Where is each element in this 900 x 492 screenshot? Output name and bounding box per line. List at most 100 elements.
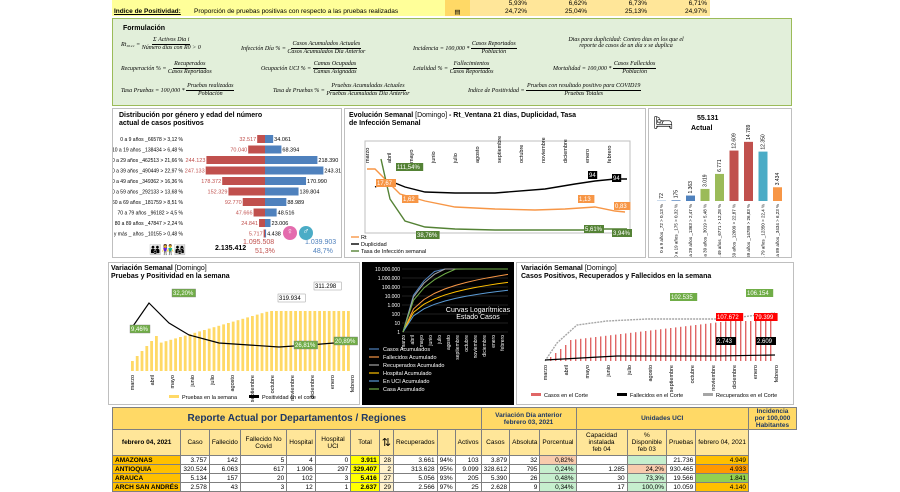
data-label: 20,89% [335,339,356,345]
table-cell: 157 [209,474,240,483]
uci-col-title: Unidades UCI [576,408,749,430]
col-header: Fallecido [209,430,240,456]
female-bar [222,177,265,185]
col-header: Hospital [287,430,315,456]
cases-bar [625,333,626,361]
month-label: agosto [230,375,236,392]
male-bar [265,188,299,196]
age-label: 50 a 59 años _292133 > 13,68 % [113,190,184,196]
age-label: 20 a 29 años _462513 > 21,66 % [113,158,184,164]
cases-bar [710,323,711,361]
test-bar [232,322,235,371]
test-bar [280,311,283,371]
positivity-line [131,303,349,347]
log-tick: 1.000.000 [378,276,400,282]
indicator-value: 5,93% [470,0,530,8]
female-value: 47.666 [236,211,253,217]
cases-bar [550,357,551,361]
male-value: 34.061 [274,137,291,143]
log-tick: 1.000 [387,303,400,309]
male-pct: 48,7% [313,248,333,255]
male-bar [265,167,323,175]
table-cell: 5.134 [181,474,210,483]
tests-chart: 32,20%9,46%319.934311.29826,81%20,89%mar… [109,263,359,404]
table-cell: 4 [287,456,315,465]
dept-name[interactable]: AMAZONAS [113,456,181,465]
table-cell: 9.099 [455,465,481,474]
test-bar [189,334,192,371]
table-cell: 100,0% [627,483,666,492]
month-label: enero [753,365,759,379]
female-value: 24.841 [241,221,258,227]
test-bar [150,341,153,371]
uci-bar-value: 6.771 [717,159,723,172]
month-label: septiembre [250,375,256,402]
table-cell: 329.407 [351,465,380,474]
legend-label: Casos Acumulados [383,347,430,353]
dept-name[interactable]: ANTIOQUIA [113,465,181,474]
data-label: 26,81% [295,343,316,349]
formula-infection: Infección Día % = Casos Acumulados Actua… [241,41,365,56]
table-cell: 0,34% [540,483,576,492]
male-value: 139.804 [300,190,320,196]
month-label: julio [453,153,459,164]
test-bar [275,311,278,371]
table-cell: 3.661 [393,456,437,465]
month-label: octubre [519,145,525,163]
month-label: febrero [500,335,506,351]
uci-age-label: 20 a 29 años _1363 > 2,47 % [688,204,693,257]
male-bar [265,156,317,164]
table-cell: 3 [240,483,286,492]
data-label: 311.298 [315,284,337,290]
dept-name[interactable]: ARCH SAN ANDRÉS [113,483,181,492]
table-cell: 29 [379,483,393,492]
male-bar [265,230,266,238]
data-label: 319.934 [279,296,301,302]
male-value: 218.390 [318,158,338,164]
month-label: mayo [419,335,425,347]
legend-label: Pruebas en la semana [182,395,238,401]
table-cell: 3.757 [181,456,210,465]
legend-label: Recuperados en el Corte [716,393,777,399]
female-bar [254,209,265,217]
test-bar [136,356,139,371]
test-bar [208,329,211,371]
age-label: 80 a 89 años _47847 > 2,24 % [115,221,184,227]
legend-label: Fallecidos en el Corte [630,393,683,399]
legend-label: Hospital Acumulado [383,371,432,377]
uci-bar [730,151,739,201]
table-cell: 19.566 [667,474,696,483]
table-cell: 103 [455,456,481,465]
data-label: 106.154 [747,291,769,297]
month-label: mayo [409,150,415,163]
people-icon: 👪👫👨‍👩‍👧 [149,245,186,256]
test-bar [251,316,254,371]
female-value: 32.517 [239,137,256,143]
female-icon: ♀ [283,226,297,240]
log-curve [403,269,508,332]
month-label: junio [606,365,612,378]
table-cell: 5.056 [393,474,437,483]
table-cell: 43 [209,483,240,492]
uci-age-label: 10 a 19 años _175 > 0,32 % [674,204,679,257]
table-cell: 3.879 [481,456,510,465]
female-bar [206,167,265,175]
female-value: 70.040 [230,148,247,154]
dept-name[interactable]: ARAUCA [113,474,181,483]
legend-label: Recuperados Acumulado [383,363,444,369]
sort-arrows-icon[interactable]: ⇅ [379,430,393,456]
table-cell: 2.628 [481,483,510,492]
test-bar [155,336,158,371]
month-label: septiembre [497,136,503,163]
female-bar [264,230,265,238]
table-cell: 6.063 [209,465,240,474]
test-bar [131,361,134,371]
uci-bar-value: 3.019 [703,174,709,187]
month-label: diciembre [563,139,569,163]
